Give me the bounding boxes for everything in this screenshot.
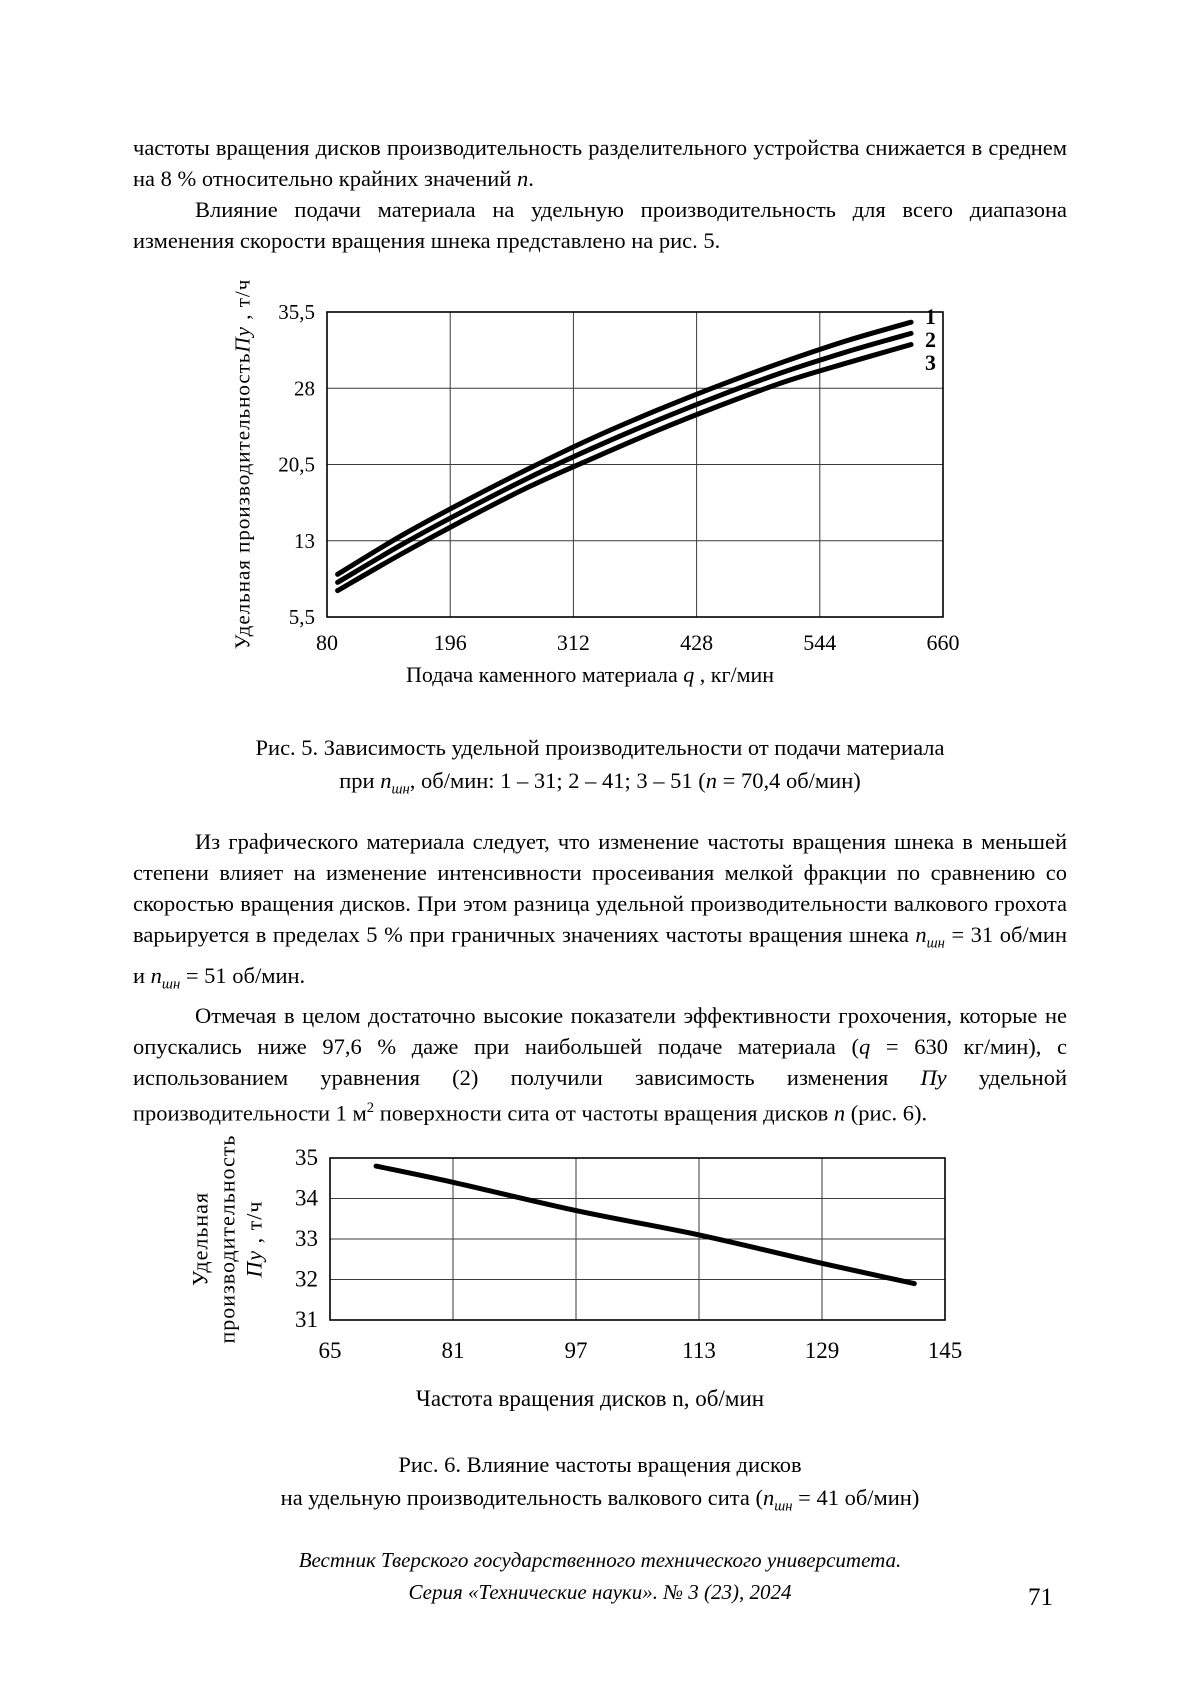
- series-label-2: 2: [925, 327, 936, 352]
- page-number: 71: [1028, 1584, 1053, 1611]
- x-tick-label: 129: [805, 1338, 840, 1363]
- text-block-top: частоты вращения дисков производительнос…: [133, 132, 1067, 256]
- x-tick-label: 81: [442, 1338, 465, 1363]
- y-tick-label: 20,5: [278, 453, 315, 477]
- fig5-svg-series-3: [335, 342, 914, 594]
- figure5-caption: Рис. 5. Зависимость удельной производите…: [133, 731, 1067, 807]
- figure6-x-axis-title: Частота вращения дисков n, об/мин: [415, 1386, 765, 1411]
- text-segment: , об/мин: 1 – 31; 2 – 41; 3 – 51 (: [409, 768, 706, 793]
- x-tick-label: 660: [927, 630, 960, 655]
- text-segment: n: [380, 768, 392, 793]
- paragraph-2: Влияние подачи материала на удельную про…: [133, 194, 1067, 256]
- text-segment: Пу: [920, 1065, 947, 1090]
- x-tick-label: 544: [803, 630, 836, 655]
- text-segment: = 51 об/мин.: [180, 962, 306, 988]
- x-tick-label: 428: [680, 630, 713, 655]
- paragraph-3: Из графического материала следует, что и…: [133, 826, 1067, 1000]
- text-segment: шн: [926, 935, 945, 952]
- text-segment: = 41 об/мин): [792, 1485, 920, 1510]
- text-segment: частоты вращения дисков производительнос…: [133, 135, 1067, 191]
- figure5-x-axis-title: Подача каменного материала q , кг/мин: [225, 662, 955, 688]
- text-segment: .: [528, 166, 534, 191]
- text-segment: шн: [391, 781, 410, 798]
- journal-footer-line2: Серия «Технические науки». № 3 (23), 202…: [408, 1580, 792, 1604]
- figure5-caption-line1: Рис. 5. Зависимость удельной производите…: [255, 735, 945, 760]
- text-block-middle: Из графического материала следует, что и…: [133, 826, 1067, 1129]
- y-tick-label: 35: [295, 1145, 318, 1170]
- paragraph-4: Отмечая в целом достаточно высокие показ…: [133, 1000, 1067, 1129]
- figure5-chart: 80 196 312 428 544 660 5,5 13 20,5 28 35,5 123: [278, 300, 960, 655]
- x-tick-label: 65: [319, 1338, 342, 1363]
- text-segment: на удельную производительность валкового…: [280, 1485, 763, 1510]
- text-segment: n: [517, 166, 529, 191]
- text-segment: n: [762, 1485, 775, 1510]
- fig6-svg-series-1: [373, 1163, 917, 1287]
- series-label-3: 3: [925, 350, 936, 375]
- plot-border: [326, 311, 944, 618]
- y-tick-label: 13: [294, 529, 315, 553]
- y-tick-label: 33: [295, 1226, 318, 1251]
- x-tick-label: 80: [316, 630, 338, 655]
- x-tick-label: 145: [928, 1338, 963, 1363]
- paragraph-1: частоты вращения дисков производительнос…: [133, 132, 1067, 194]
- plot-border: [329, 1157, 946, 1321]
- text-segment: q: [683, 662, 695, 687]
- y-tick-label: 31: [295, 1307, 318, 1332]
- y-tick-label: 32: [295, 1267, 318, 1292]
- text-segment: , кг/мин: [694, 662, 775, 687]
- y-tick-label: 34: [295, 1186, 319, 1211]
- text-segment: 2: [366, 1100, 375, 1116]
- fig5-svg-series-2: [335, 330, 914, 585]
- y-tick-label: 35,5: [278, 300, 315, 324]
- text-segment: шн: [161, 976, 181, 992]
- figure6-y-axis-title-line1: Удельная: [187, 1191, 213, 1287]
- y-tick-label: 28: [294, 376, 315, 400]
- text-segment: Из графического материала следует, что и…: [133, 829, 1067, 947]
- figure6-caption-line2: на удельную производительность валкового…: [133, 1481, 1067, 1524]
- x-tick-label: 97: [565, 1338, 588, 1363]
- x-tick-label: 312: [557, 630, 590, 655]
- text-segment: = 70,4 об/мин): [717, 768, 861, 793]
- text-segment: n: [915, 922, 927, 947]
- journal-footer-line1: Вестник Тверского государственного техни…: [298, 1548, 902, 1572]
- text-segment: = 31 об/мин и: [133, 922, 1067, 988]
- text-segment: = 630 кг/мин), с использованием уравнени…: [133, 1034, 1067, 1090]
- text-segment: n: [705, 768, 718, 793]
- figure6-chart: 65 81 97 113 129 145 31 32 33 34 35: [295, 1145, 963, 1363]
- text-segment: удельной производительности 1 м: [133, 1065, 1068, 1126]
- fig5-svg-series-1: [335, 319, 914, 577]
- series-label-1: 1: [925, 304, 936, 329]
- text-segment: Влияние подачи материала на удельную про…: [133, 197, 1067, 253]
- text-segment: шн: [774, 1498, 793, 1515]
- x-tick-label: 196: [434, 630, 467, 655]
- text-segment: n: [833, 1100, 846, 1126]
- figure5-caption-line2: при nшн, об/мин: 1 – 31; 2 – 41; 3 – 51 …: [133, 764, 1067, 807]
- text-segment: при: [339, 768, 381, 793]
- text-segment: поверхности сита от частоты вращения дис…: [374, 1100, 834, 1126]
- x-tick-label: 113: [682, 1338, 716, 1363]
- journal-footer: Вестник Тверского государственного техни…: [133, 1544, 1067, 1608]
- text-segment: q: [859, 1034, 871, 1059]
- figure6-caption-line1: Рис. 6. Влияние частоты вращения дисков: [398, 1452, 802, 1477]
- text-segment: Подача каменного материала: [405, 662, 684, 687]
- text-segment: n: [150, 962, 162, 988]
- figure6-caption: Рис. 6. Влияние частоты вращения дисков …: [133, 1448, 1067, 1524]
- y-tick-label: 5,5: [289, 605, 315, 629]
- text-segment: Отмечая в целом достаточно высокие показ…: [133, 1003, 1067, 1059]
- text-segment: (рис. 6).: [845, 1100, 928, 1126]
